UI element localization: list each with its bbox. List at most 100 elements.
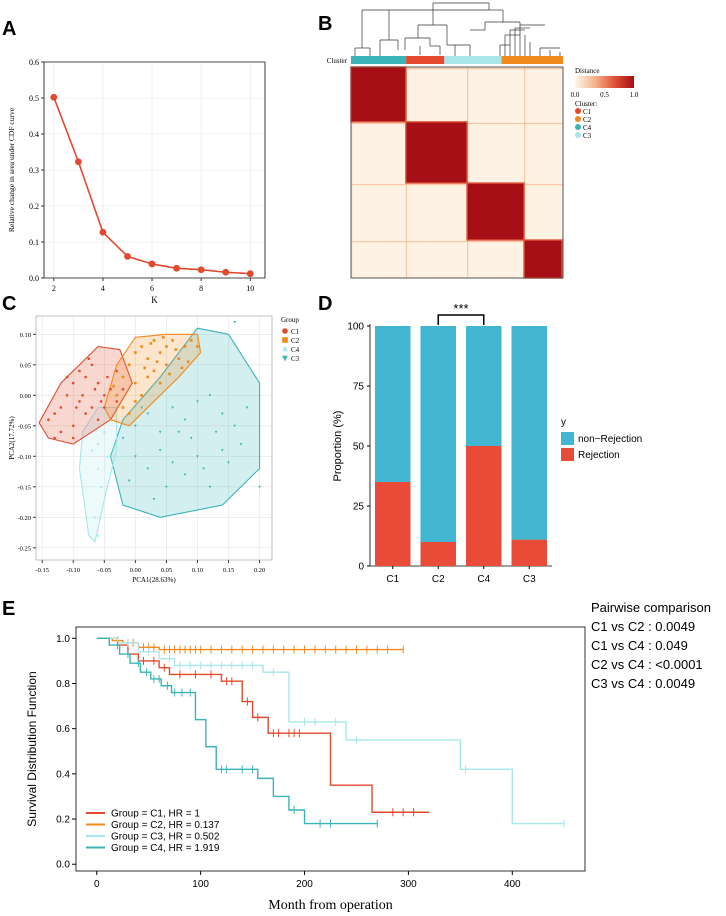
data-point	[146, 357, 150, 360]
data-point	[124, 253, 131, 260]
data-point	[81, 394, 84, 397]
data-point	[202, 467, 205, 471]
stacked-bar-segment	[466, 326, 502, 446]
data-point	[146, 467, 150, 471]
chart-d-stacked-bar: 0 25 50 75 100 C1 C2 C4 C3 Proportion (%) *** y non−…	[332, 301, 642, 585]
y-tick-label: 0.4	[29, 130, 39, 139]
data-point	[189, 339, 193, 342]
data-point	[140, 345, 143, 348]
data-point	[75, 406, 78, 409]
data-point	[246, 270, 254, 278]
cluster-hull	[38, 345, 133, 445]
y-tick-label: 0.4	[56, 769, 70, 780]
data-point	[71, 381, 75, 385]
chart-c-pca-scatter: -0.15 -0.10 -0.05 0.00 0.05 0.10 0.15 0.20 -0.25…	[8, 315, 300, 584]
pairwise-comparison: Pairwise comparison C1 vs C2 : 0.0049 C1…	[591, 598, 711, 693]
y-axis-label: Relative change in area under CDF curve	[7, 107, 16, 232]
cluster-legend-swatch	[575, 124, 581, 130]
stacked-bar-segment	[511, 326, 547, 540]
x-tick-label: 10	[246, 284, 254, 293]
data-point	[90, 406, 94, 409]
heatmap-band	[351, 241, 563, 243]
data-point	[165, 345, 168, 348]
cluster-legend-label: C3	[583, 132, 592, 140]
legend-label: Group = C4, HR = 1.919	[111, 843, 220, 854]
data-point	[171, 339, 174, 342]
y-tick-label: 0.2	[56, 815, 70, 826]
pairwise-row: C1 vs C2 : 0.0049	[591, 619, 696, 634]
x-tick-label: 0	[94, 879, 100, 890]
data-point	[152, 369, 156, 373]
data-point	[171, 461, 174, 464]
plot-border	[43, 61, 266, 279]
y-tick-label: 0.5	[29, 94, 39, 103]
stacked-bar-segment	[420, 326, 456, 542]
x-tick-label: -0.10	[66, 567, 80, 574]
data-point	[134, 455, 137, 458]
data-point	[208, 485, 212, 489]
pairwise-row: C1 vs C4 : 0.049	[591, 638, 688, 653]
data-point	[233, 424, 237, 428]
data-point	[90, 424, 94, 427]
y-tick-label: 25	[353, 502, 365, 513]
y-tick-label: 0.8	[56, 679, 70, 690]
data-point	[171, 406, 174, 410]
data-point	[106, 454, 109, 458]
x-tick-label: 400	[504, 879, 521, 890]
data-point	[227, 461, 230, 464]
cluster-legend-swatch	[575, 132, 581, 138]
data-point	[90, 448, 94, 452]
data-point	[74, 158, 82, 166]
heatmap-block-edge	[466, 182, 525, 241]
data-point	[103, 406, 106, 409]
data-point	[233, 321, 237, 324]
data-point	[140, 406, 143, 410]
data-point	[140, 394, 143, 397]
legend-swatch	[282, 337, 288, 343]
data-point	[84, 412, 87, 415]
x-tick-label: 6	[150, 284, 154, 293]
data-point	[177, 430, 181, 434]
legend-swatch	[282, 355, 288, 362]
data-point	[59, 406, 63, 409]
pairwise-row: C2 vs C4 : <0.0001	[591, 657, 703, 672]
data-point	[47, 418, 50, 422]
data-point	[90, 363, 94, 367]
y-tick-label: 1.0	[56, 634, 70, 645]
data-point	[146, 412, 150, 416]
legend-label: C3	[291, 355, 300, 363]
x-tick-label: -0.15	[35, 567, 49, 574]
legend-label: Rejection	[578, 450, 620, 461]
data-point	[189, 436, 193, 440]
pairwise-row: C3 vs C4 : 0.0049	[591, 676, 696, 691]
data-point	[174, 348, 178, 351]
data-point	[197, 266, 205, 274]
data-point	[134, 381, 137, 385]
data-point	[177, 357, 181, 360]
data-point	[152, 339, 156, 342]
y-tick-label: -0.10	[17, 454, 31, 461]
data-point	[93, 387, 97, 391]
x-tick-label: 0.10	[192, 567, 203, 574]
stacked-bar-segment	[420, 542, 456, 566]
legend-title: Group	[281, 316, 299, 324]
y-tick-label: 0	[358, 562, 364, 573]
data-point	[53, 436, 56, 440]
data-point	[146, 375, 150, 379]
survival-curve	[96, 637, 430, 813]
heatmap-block	[405, 121, 468, 184]
data-point	[149, 342, 153, 345]
legend-label: non−Rejection	[578, 434, 642, 445]
data-point	[65, 394, 69, 397]
legend-swatch	[561, 432, 574, 445]
y-tick-label: 0.3	[29, 166, 39, 175]
data-point	[173, 264, 181, 272]
y-axis-label: Survival Distribution Function	[25, 671, 39, 826]
data-point	[221, 412, 224, 416]
cluster-bar-segment	[501, 56, 563, 64]
data-point	[214, 430, 218, 434]
data-point	[165, 485, 168, 489]
x-tick-label: C2	[432, 574, 445, 585]
data-point	[96, 534, 100, 537]
y-tick-label: 0.2	[29, 202, 39, 211]
